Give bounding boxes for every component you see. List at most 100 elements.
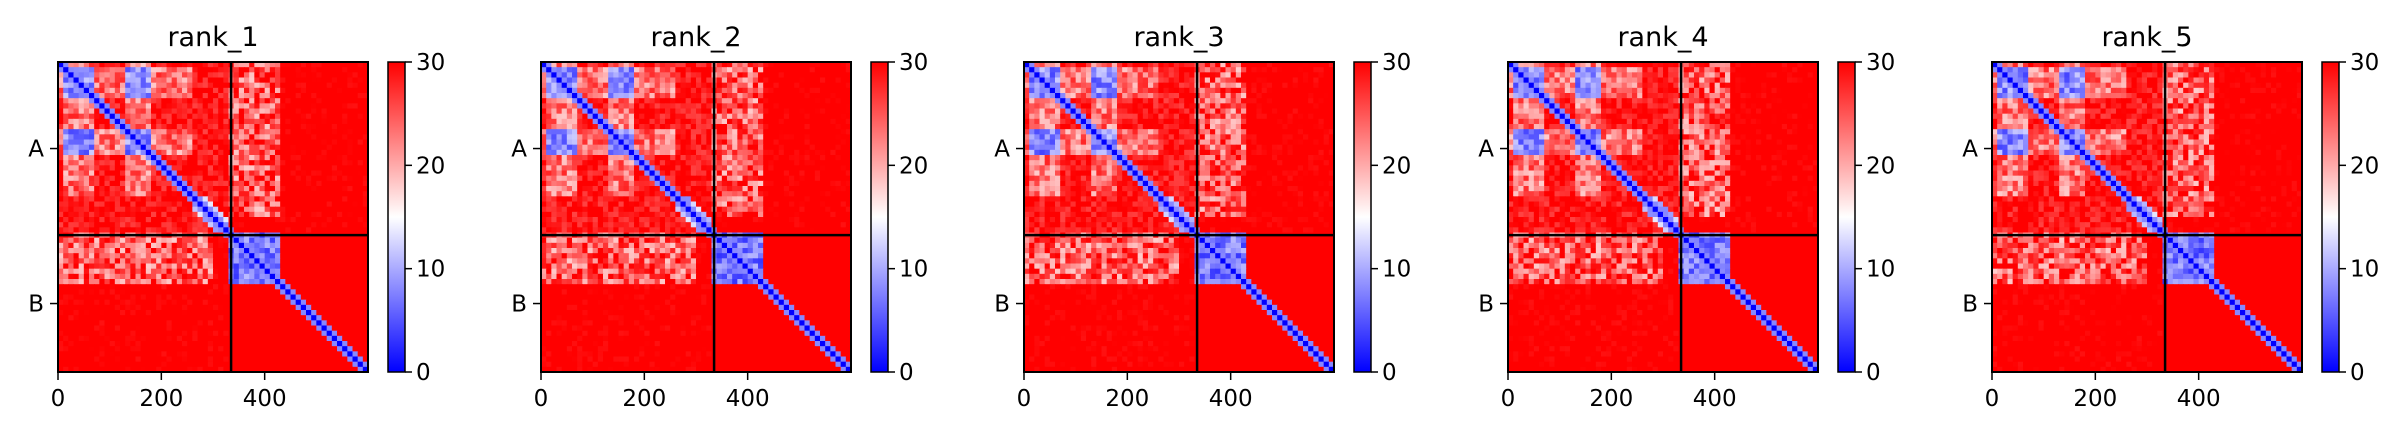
heatmap-cell: [192, 196, 198, 202]
heatmap-cell: [239, 258, 245, 264]
heatmap-cell: [779, 109, 785, 115]
heatmap-cell: [198, 191, 204, 197]
heatmap-cell: [805, 140, 811, 146]
heatmap-cell: [239, 67, 245, 73]
heatmap-cell: [603, 124, 609, 130]
heatmap-cell: [125, 134, 131, 140]
heatmap-cell: [270, 119, 276, 125]
heatmap-cell: [291, 134, 297, 140]
heatmap-cell: [285, 269, 291, 275]
heatmap-cell: [79, 134, 85, 140]
heatmap-cell: [130, 238, 136, 244]
heatmap-cell: [353, 160, 359, 166]
heatmap-cell: [177, 98, 183, 104]
heatmap-cell: [239, 300, 245, 306]
heatmap-cell: [551, 160, 557, 166]
heatmap-cell: [182, 310, 188, 316]
heatmap-cell: [799, 83, 805, 89]
heatmap-cell: [110, 238, 116, 244]
heatmap-cell: [353, 114, 359, 120]
heatmap-cell: [717, 171, 723, 177]
heatmap-cell: [161, 93, 167, 99]
heatmap-cell: [63, 207, 69, 213]
heatmap-cell: [270, 72, 276, 78]
heatmap-cell: [213, 351, 219, 357]
heatmap-cell: [265, 171, 271, 177]
heatmap-cell: [830, 160, 836, 166]
heatmap-cell: [208, 72, 214, 78]
heatmap-cell: [84, 253, 90, 259]
heatmap-cell: [706, 88, 712, 94]
heatmap-cell: [285, 362, 291, 368]
heatmap-cell: [161, 78, 167, 84]
heatmap-cell: [285, 88, 291, 94]
heatmap-cell: [192, 341, 198, 347]
heatmap-cell: [794, 145, 800, 151]
heatmap-cell: [301, 171, 307, 177]
heatmap-cell: [593, 171, 599, 177]
heatmap-cell: [332, 269, 338, 275]
heatmap-cell: [63, 119, 69, 125]
heatmap-cell: [608, 72, 614, 78]
heatmap-cell: [167, 310, 173, 316]
heatmap-cell: [136, 140, 142, 146]
heatmap-cell: [593, 165, 599, 171]
heatmap-cell: [588, 109, 594, 115]
heatmap-cell: [332, 295, 338, 301]
heatmap-cell: [347, 88, 353, 94]
heatmap-cell: [94, 98, 100, 104]
heatmap-cell: [156, 264, 162, 270]
heatmap-cell: [285, 264, 291, 270]
heatmap-cell: [130, 103, 136, 109]
heatmap-cell: [706, 93, 712, 99]
heatmap-cell: [758, 145, 764, 151]
heatmap-cell: [234, 78, 240, 84]
heatmap-cell: [322, 248, 328, 254]
heatmap-cell: [187, 134, 193, 140]
heatmap-cell: [727, 109, 733, 115]
heatmap-cell: [572, 129, 578, 135]
heatmap-cell: [182, 160, 188, 166]
heatmap-cell: [342, 362, 348, 368]
heatmap-cell: [624, 140, 630, 146]
heatmap-cell: [223, 119, 229, 125]
heatmap-cell: [218, 98, 224, 104]
heatmap-cell: [306, 181, 312, 187]
heatmap-cell: [172, 217, 178, 223]
heatmap-cell: [737, 171, 743, 177]
heatmap-cell: [156, 227, 162, 233]
heatmap-cell: [151, 88, 157, 94]
heatmap-cell: [203, 67, 209, 73]
heatmap-cell: [182, 336, 188, 342]
heatmap-cell: [234, 212, 240, 218]
heatmap-cell: [820, 155, 826, 161]
heatmap-cell: [311, 212, 317, 218]
heatmap-cell: [74, 109, 80, 115]
heatmap-cell: [737, 78, 743, 84]
heatmap-cell: [187, 269, 193, 275]
heatmap-cell: [758, 114, 764, 120]
heatmap-cell: [84, 351, 90, 357]
heatmap-cell: [696, 140, 702, 146]
heatmap-cell: [353, 150, 359, 156]
heatmap-cell: [244, 119, 250, 125]
heatmap-cell: [337, 300, 343, 306]
heatmap-cell: [167, 326, 173, 332]
heatmap-cell: [296, 207, 302, 213]
heatmap-cell: [670, 98, 676, 104]
heatmap-cell: [79, 238, 85, 244]
heatmap-cell: [249, 243, 255, 249]
heatmap-cell: [608, 78, 614, 84]
heatmap-cell: [244, 176, 250, 182]
heatmap-cell: [94, 305, 100, 311]
heatmap-cell: [182, 274, 188, 280]
heatmap-cell: [306, 93, 312, 99]
heatmap-cell: [161, 310, 167, 316]
heatmap-cell: [327, 72, 333, 78]
heatmap-cell: [830, 67, 836, 73]
heatmap-cell: [275, 186, 281, 192]
heatmap-cell: [244, 83, 250, 89]
heatmap-cell: [192, 351, 198, 357]
heatmap-cell: [332, 331, 338, 337]
heatmap-cell: [213, 315, 219, 321]
